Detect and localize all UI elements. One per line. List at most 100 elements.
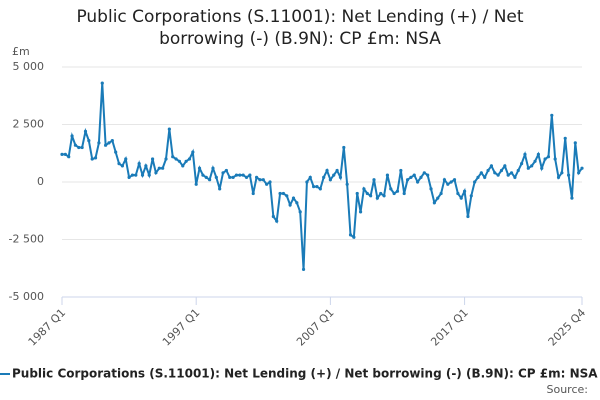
point	[218, 187, 222, 191]
legend-label: Public Corporations (S.11001): Net Lendi…	[12, 367, 598, 381]
point	[208, 178, 212, 182]
point	[224, 168, 228, 173]
point	[167, 127, 171, 131]
point	[446, 182, 450, 186]
point	[265, 182, 269, 186]
point	[335, 168, 339, 173]
x-tick-label: 1987 Q1	[26, 306, 69, 349]
point	[181, 164, 185, 168]
point	[436, 196, 440, 200]
point	[117, 162, 121, 166]
point	[509, 171, 514, 175]
point	[80, 145, 84, 150]
point	[546, 155, 551, 159]
point	[93, 156, 98, 160]
point	[214, 175, 218, 179]
point	[493, 171, 497, 175]
point	[174, 157, 178, 161]
point	[90, 157, 94, 161]
point	[191, 150, 195, 154]
point	[462, 189, 467, 193]
point	[375, 196, 379, 200]
y-tick-label: -5 000	[9, 290, 44, 303]
point	[318, 187, 322, 191]
point	[476, 175, 480, 179]
point	[211, 166, 215, 170]
point	[358, 210, 363, 214]
point	[530, 164, 534, 168]
point	[486, 168, 490, 173]
point	[301, 267, 306, 271]
point	[261, 178, 265, 182]
point	[489, 164, 494, 168]
point	[432, 201, 436, 205]
point	[496, 173, 500, 177]
y-axis-label: £m	[12, 45, 30, 58]
point	[365, 191, 369, 196]
point	[466, 214, 470, 219]
point	[439, 191, 443, 196]
x-tick-label: 1997 Q1	[160, 306, 203, 349]
point	[231, 175, 235, 179]
point	[536, 152, 540, 156]
point	[150, 157, 155, 161]
point	[97, 141, 101, 145]
point	[107, 141, 111, 145]
point	[506, 173, 510, 177]
point	[392, 191, 396, 196]
point	[533, 159, 537, 163]
y-tick-label: -2 500	[9, 233, 44, 246]
point	[140, 173, 145, 177]
point	[234, 173, 239, 177]
y-tick-label: 0	[37, 175, 44, 188]
point	[402, 191, 406, 196]
point	[177, 159, 182, 163]
point	[137, 162, 141, 166]
point	[479, 171, 483, 175]
point	[459, 196, 463, 200]
point	[452, 178, 457, 182]
point	[114, 150, 118, 154]
point	[295, 201, 299, 205]
point	[201, 173, 205, 177]
point	[379, 191, 383, 196]
point	[577, 171, 581, 175]
point	[278, 191, 282, 196]
point	[429, 187, 433, 191]
point	[382, 194, 386, 198]
point	[540, 166, 544, 170]
point	[385, 173, 390, 177]
point	[328, 178, 332, 182]
point	[355, 191, 359, 196]
point	[399, 168, 403, 173]
point	[405, 178, 410, 182]
point	[483, 175, 487, 179]
point	[372, 178, 376, 182]
point	[60, 152, 64, 156]
point	[563, 136, 567, 140]
point	[204, 175, 208, 179]
point	[422, 171, 426, 175]
point	[197, 166, 202, 170]
point	[291, 196, 296, 200]
point	[520, 162, 524, 166]
point	[362, 187, 366, 191]
point	[580, 166, 584, 170]
point	[550, 113, 554, 117]
x-tick-label: 2007 Q1	[294, 306, 337, 349]
point	[171, 155, 175, 159]
point	[469, 194, 473, 198]
point	[104, 143, 108, 147]
point	[543, 157, 547, 161]
point	[130, 173, 135, 177]
point	[499, 168, 504, 173]
point	[251, 191, 255, 196]
point	[241, 173, 245, 177]
point	[110, 139, 114, 143]
point	[513, 175, 517, 179]
point	[312, 185, 316, 189]
point	[560, 171, 564, 175]
point	[315, 185, 319, 189]
